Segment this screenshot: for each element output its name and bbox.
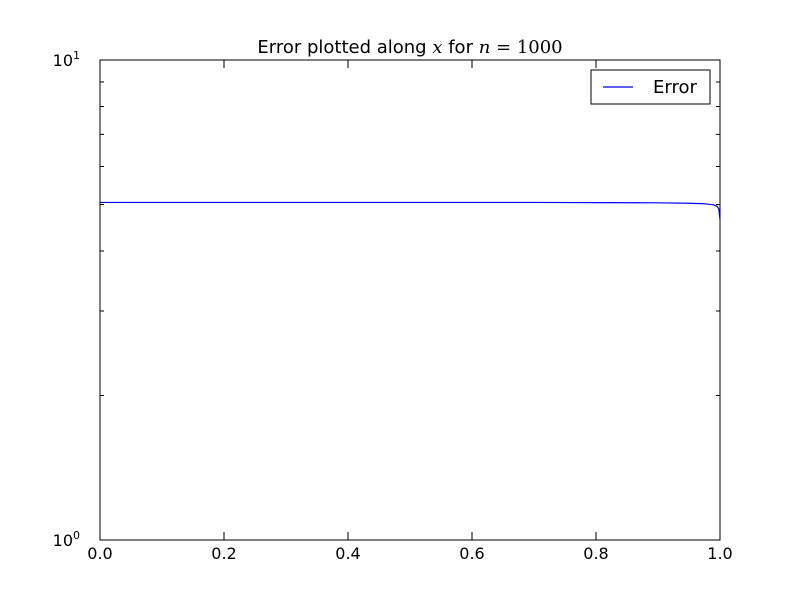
title-prefix: Error plotted along	[257, 37, 432, 58]
title-var-n: n	[479, 37, 491, 58]
y-tick-label-high: 101	[53, 49, 80, 70]
series-layer	[100, 201, 721, 220]
y-axis-minor-ticks	[100, 81, 720, 397]
chart-title: Error plotted along x for n = 1000	[257, 37, 562, 58]
x-tick-label: 0.4	[335, 544, 360, 563]
title-var-x: x	[432, 37, 442, 58]
x-tick-label: 0.6	[459, 544, 484, 563]
x-tick-label: 0.0	[87, 544, 112, 563]
y-tick-low-exp: 0	[73, 529, 80, 542]
y-tick-low-base: 10	[53, 531, 73, 550]
y-tick-high-base: 10	[53, 51, 73, 70]
series-line-error	[100, 201, 721, 220]
title-n-value: 1000	[517, 37, 563, 58]
x-tick-label: 0.8	[583, 544, 608, 563]
y-tick-high-exp: 1	[73, 49, 80, 62]
plot-frame	[99, 59, 721, 541]
x-tick-label: 1.0	[707, 544, 732, 563]
x-tick-label: 0.2	[211, 544, 236, 563]
legend-label-error: Error	[653, 77, 697, 98]
x-axis-ticks: 0.0 0.2 0.4 0.6 0.8 1.0	[87, 60, 733, 563]
y-tick-label-low: 100	[53, 529, 80, 550]
legend: Error	[590, 69, 711, 105]
y-axis-ticks	[100, 59, 720, 541]
title-equals: =	[490, 37, 517, 58]
title-middle: for	[443, 37, 479, 58]
